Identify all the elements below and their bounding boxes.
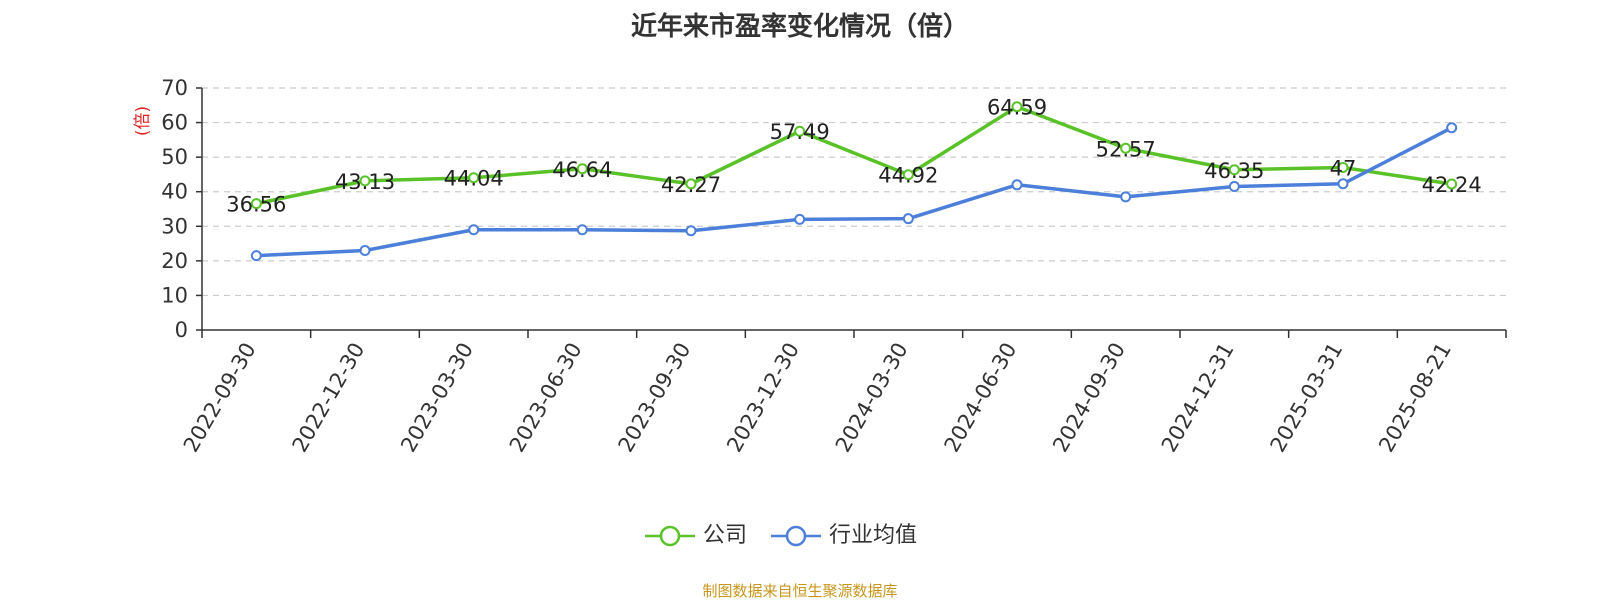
data-label: 42.27 xyxy=(661,173,721,197)
data-label: 36.56 xyxy=(226,193,286,217)
x-tick-label: 2022-09-30 xyxy=(179,339,261,457)
data-label: 57.49 xyxy=(770,120,830,144)
data-label: 64.59 xyxy=(987,96,1047,120)
series-point-0 xyxy=(359,175,371,187)
series-point-1 xyxy=(1228,181,1240,193)
series-point-0 xyxy=(468,172,480,184)
data-label: 46.64 xyxy=(552,158,612,182)
x-tick-label: 2025-03-31 xyxy=(1266,339,1348,457)
data-label: 43.13 xyxy=(335,170,395,194)
data-labels: 36.56 43.13 44.04 46.64 42.27 57.49 44.92 64.59… xyxy=(226,96,1481,217)
series-point-0 xyxy=(1120,142,1132,154)
series-point-0 xyxy=(902,169,914,181)
series-point-1 xyxy=(1446,122,1458,134)
y-axis-title: (倍) xyxy=(133,106,153,136)
y-tick-label: 60 xyxy=(161,111,188,135)
series-point-1 xyxy=(359,244,371,256)
legend-line-circle-icon xyxy=(645,525,695,547)
x-tick-label: 2024-09-30 xyxy=(1048,339,1130,457)
legend-line-circle-icon xyxy=(771,525,821,547)
y-tick-label: 0 xyxy=(175,318,188,342)
series-point-1 xyxy=(576,224,588,236)
grid-lines xyxy=(202,87,1506,297)
x-tick-label: 2024-12-31 xyxy=(1157,339,1239,457)
series-point-0 xyxy=(1011,101,1023,113)
series-point-1 xyxy=(250,250,262,262)
data-label: 42.24 xyxy=(1422,173,1482,197)
series-line-1 xyxy=(256,126,1453,258)
x-tick-label: 2023-03-30 xyxy=(396,338,478,456)
x-tick-label: 2024-03-30 xyxy=(831,338,913,456)
legend-label: 公司 xyxy=(703,523,748,548)
series-point-1 xyxy=(794,213,806,225)
y-tick-label: 20 xyxy=(161,249,188,273)
x-tick-label: 2023-06-30 xyxy=(505,339,587,457)
y-tick-label: 30 xyxy=(161,214,188,238)
y-tick-label: 50 xyxy=(161,145,188,169)
series-point-1 xyxy=(902,213,914,225)
x-tick-label: 2025-08-21 xyxy=(1374,339,1456,457)
series-point-1 xyxy=(1011,179,1023,191)
series-point-1 xyxy=(685,225,697,237)
axes: 0 10 20 30 40 50 60 70 2022-09-30 2022-12-30 2023-… xyxy=(161,76,1507,457)
series-point-0 xyxy=(1446,178,1458,190)
series xyxy=(250,101,1458,262)
data-label: 47 xyxy=(1330,157,1357,181)
series-point-0 xyxy=(685,178,697,190)
y-tick-label: 70 xyxy=(161,76,188,100)
series-point-1 xyxy=(468,224,480,236)
series-point-1 xyxy=(1337,178,1349,190)
series-point-0 xyxy=(794,125,806,137)
x-tick-label: 2024-06-30 xyxy=(940,339,1022,457)
series-point-0 xyxy=(1337,162,1349,174)
series-point-0 xyxy=(1228,164,1240,176)
legend-label: 行业均值 xyxy=(829,523,918,548)
data-label: 44.92 xyxy=(878,164,938,188)
chart-title: 近年来市盈率变化情况（倍） xyxy=(630,12,969,42)
data-label: 46.35 xyxy=(1204,159,1264,183)
data-label: 52.57 xyxy=(1096,137,1156,161)
y-tick-label: 10 xyxy=(161,283,188,307)
series-point-1 xyxy=(1120,191,1132,203)
data-label: 44.04 xyxy=(444,167,504,191)
x-tick-label: 2023-12-30 xyxy=(722,339,804,457)
x-tick-label: 2023-09-30 xyxy=(614,339,696,457)
source-note: 制图数据来自恒生聚源数据库 xyxy=(702,582,898,600)
series-point-0 xyxy=(250,198,262,210)
x-tick-label: 2022-12-30 xyxy=(288,339,370,457)
series-line-0 xyxy=(255,104,1452,206)
y-tick-label: 40 xyxy=(161,180,188,204)
series-point-0 xyxy=(576,163,588,175)
